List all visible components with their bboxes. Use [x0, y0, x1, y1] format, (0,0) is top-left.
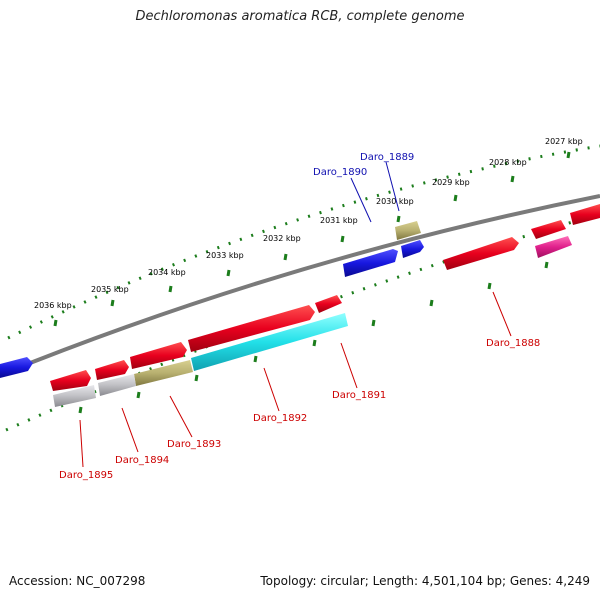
kbp-labels: 2036 kbp 2035 kbp 2034 kbp 2033 kbp 2032… [34, 137, 583, 310]
gene-arrow-daro-1892[interactable] [188, 305, 315, 352]
inner-major-ticks [78, 261, 549, 414]
gene-arrow-daro-1895[interactable] [50, 370, 91, 391]
outer-major-ticks [53, 151, 571, 327]
kbp-label: 2031 kbp [320, 216, 358, 225]
genome-title: Dechloromonas aromatica RCB, complete ge… [135, 9, 465, 24]
gene-label-daro-1889: Daro_1889 [360, 152, 414, 163]
kbp-label: 2034 kbp [148, 268, 186, 277]
gene-label-daro-1894: Daro_1894 [115, 455, 169, 466]
gene-label-daro-1893: Daro_1893 [167, 439, 221, 450]
gene-arrow-daro-1890[interactable] [343, 249, 398, 277]
gene-khaki-upper[interactable] [395, 221, 421, 240]
kbp-label: 2036 kbp [34, 301, 72, 310]
kbp-label: 2030 kbp [376, 197, 414, 206]
genome-backbone [0, 194, 600, 377]
kbp-label: 2027 kbp [545, 137, 583, 146]
gene-arrow-daro-1893[interactable] [130, 342, 187, 369]
forward-strand-genes [50, 204, 600, 407]
gene-arrow-right-1[interactable] [531, 220, 566, 239]
reverse-strand-genes [0, 221, 424, 378]
label-leaders [79, 161, 512, 468]
kbp-label: 2032 kbp [263, 234, 301, 243]
gene-label-daro-1895: Daro_1895 [59, 470, 113, 481]
kbp-label: 2033 kbp [206, 251, 244, 260]
gene-grey-2[interactable] [53, 385, 96, 407]
gene-cyan-long[interactable] [191, 313, 348, 371]
genome-stats-text: Topology: circular; Length: 4,501,104 bp… [260, 574, 590, 588]
kbp-label: 2029 kbp [432, 178, 470, 187]
kbp-label: 2035 kbp [91, 285, 129, 294]
gene-arrow-daro-1891[interactable] [315, 295, 342, 313]
gene-label-daro-1892: Daro_1892 [253, 413, 307, 424]
gene-khaki-lower[interactable] [134, 360, 193, 386]
gene-arrow-daro-1888[interactable] [443, 237, 519, 270]
gene-label-daro-1888: Daro_1888 [486, 338, 540, 349]
gene-arrow-left-edge[interactable] [0, 357, 33, 378]
gene-magenta[interactable] [535, 236, 572, 258]
gene-grey-1[interactable] [98, 374, 136, 396]
gene-label-daro-1890: Daro_1890 [313, 167, 367, 178]
gene-labels: Daro_1889 Daro_1890 Daro_1888 Daro_1891 … [59, 152, 540, 481]
kbp-label: 2028 kbp [489, 158, 527, 167]
gene-arrow-right-2[interactable] [570, 204, 600, 225]
gene-label-daro-1891: Daro_1891 [332, 390, 386, 401]
accession-text: Accession: NC_007298 [9, 574, 146, 588]
gene-arrow-daro-1889[interactable] [401, 240, 424, 258]
gene-arrow-daro-1894[interactable] [95, 360, 129, 380]
